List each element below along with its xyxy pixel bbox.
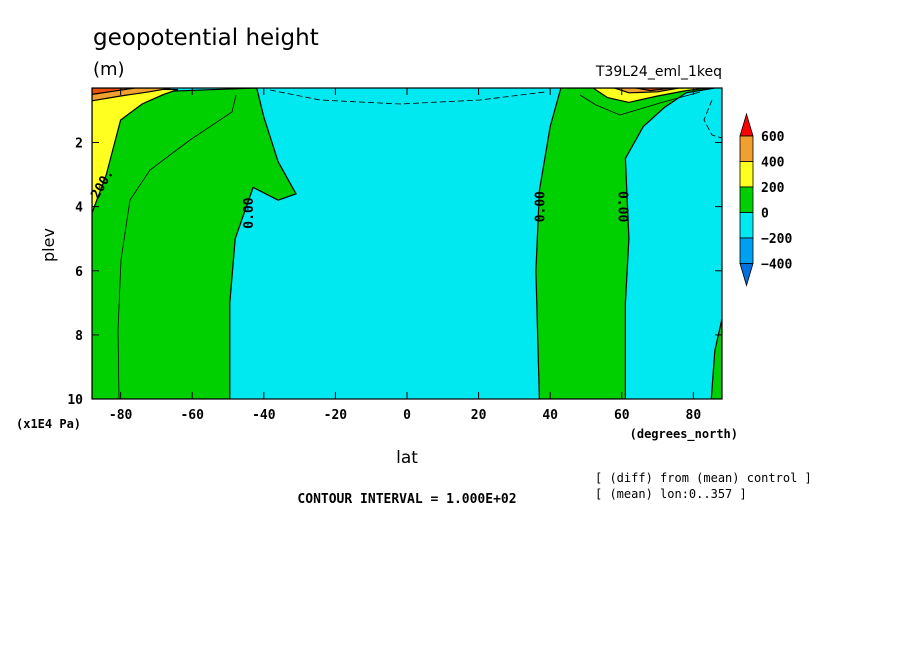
x-tick-label-0: -80 [109, 408, 133, 423]
x-tick-label-5: 20 [471, 408, 487, 423]
chart-units: (m) [93, 59, 125, 80]
colorbar-label-2: 200 [761, 181, 785, 196]
x-tick-label-2: -40 [252, 408, 276, 423]
region-above-600-8 [635, 88, 672, 92]
y-axis: 2 4 6 8 10 [67, 137, 722, 408]
y-axis-unit: (x1E4 Pa) [16, 417, 81, 431]
contour-label-2: 0.00 [534, 191, 549, 222]
region-0-to-200-1 [535, 88, 715, 399]
chart-title: geopotential height [93, 25, 319, 51]
colorbar-swatch-5 [739, 237, 754, 264]
y-tick-label-3: 8 [75, 329, 83, 344]
run-label: T39L24_eml_1keq [595, 64, 722, 80]
x-tick-label-4: 0 [403, 408, 411, 423]
colorbar-label-5: −400 [761, 258, 792, 273]
colorbar-label-1: 400 [761, 156, 785, 171]
colorbar-swatch-1 [739, 135, 754, 162]
x-axis-label: lat [396, 448, 418, 468]
contour-line-100 [117, 94, 237, 399]
y-tick-label-0: 2 [75, 137, 83, 152]
contour-line-100-north [579, 91, 701, 116]
colorbar-swatch-3 [739, 186, 754, 213]
x-tick-label-3: -20 [324, 408, 348, 423]
colorbar-cap-bottom [739, 263, 754, 287]
colorbar-swatch-2 [739, 161, 754, 188]
region-0-to-200-2 [710, 318, 722, 399]
contour-interval: CONTOUR INTERVAL = 1.000E+02 [297, 492, 516, 507]
colorbar-label-3: 0 [761, 207, 769, 222]
y-tick-label-4: 10 [67, 393, 83, 408]
region-above-600-7 [92, 88, 136, 96]
x-tick-label-6: 40 [542, 408, 558, 423]
colorbar-label-4: −200 [761, 232, 792, 247]
y-tick-label-1: 4 [75, 201, 83, 216]
x-tick-label-7: 60 [614, 408, 630, 423]
contour-label-1: 0.00 [242, 197, 257, 228]
colorbar-label-0: 600 [761, 130, 785, 145]
contour-label-3: 0.00 [614, 191, 629, 222]
x-axis: -80 -60 -40 -20 0 20 40 60 80 [109, 88, 701, 423]
contour-line-neg100-north [703, 99, 722, 139]
colorbar-swatch-4 [739, 212, 754, 239]
contour-fill-regions [92, 88, 722, 399]
colorbar: 600 400 200 0 −200 −400 [739, 112, 792, 287]
y-axis-label: plev [39, 228, 58, 262]
x-tick-label-8: 80 [686, 408, 702, 423]
contour-lines [117, 89, 722, 399]
y-tick-label-2: 6 [75, 265, 83, 280]
x-tick-label-1: -60 [180, 408, 204, 423]
x-axis-unit: (degrees_north) [630, 427, 738, 442]
colorbar-cap-top [739, 112, 754, 137]
footer-note-diff: [ (diff) from (mean) control ] [595, 471, 812, 485]
footer-note-mean: [ (mean) lon:0..357 ] [595, 487, 747, 501]
contour-line-neg100-top [269, 89, 546, 105]
